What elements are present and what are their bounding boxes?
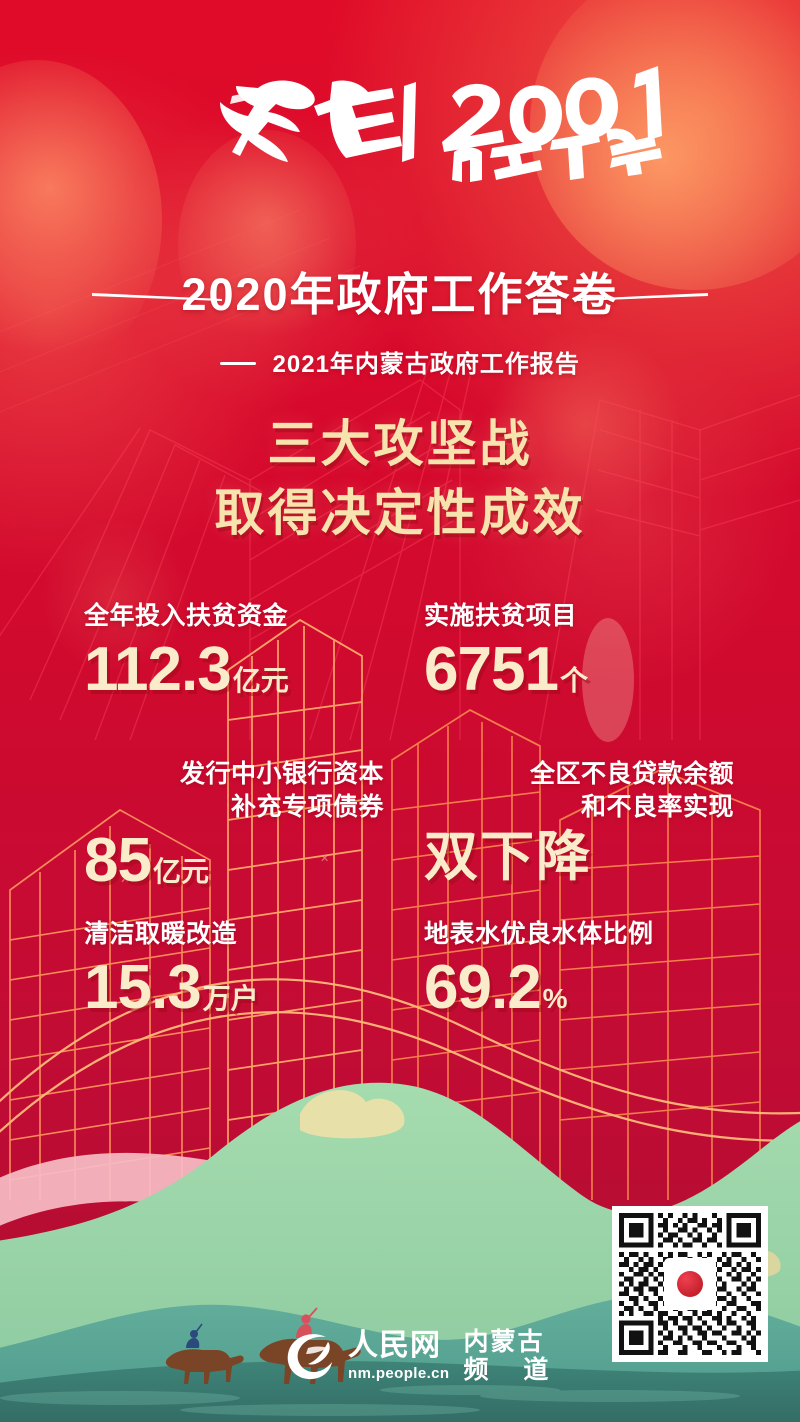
stat-item-heating: 清洁取暖改造 15.3万户: [84, 918, 384, 1019]
stat-unit: 个: [559, 665, 588, 696]
stat-label: 清洁取暖改造: [84, 920, 238, 948]
qr-code[interactable]: [612, 1206, 768, 1362]
hill-dark: [0, 1361, 800, 1422]
stat-number: 85: [84, 826, 152, 895]
stat-label: 全年投入扶贫资金: [84, 602, 289, 630]
brand-text-block: 人民网 nm.people.cn: [348, 1329, 450, 1382]
stat-unit: %: [542, 983, 568, 1014]
stat-value: 69.2%: [424, 957, 734, 1019]
title-block: 2020年政府工作答卷: [0, 272, 800, 317]
stat-number: 6751: [424, 635, 559, 704]
brush-calligraphy-logo: [220, 66, 662, 182]
channel-name-block: 内蒙古 频 道: [463, 1328, 562, 1384]
horse-rider-right: [259, 1307, 361, 1384]
stat-item-water-quality: 地表水优良水体比例 69.2%: [424, 918, 734, 1019]
horse-rider-left: [165, 1323, 244, 1384]
subtitle-dash-icon: [220, 362, 257, 366]
people-daily-logo-icon: [287, 1334, 332, 1380]
headline-line-2: 取得决定性成效: [214, 485, 586, 541]
headline-line-1: 三大攻坚战: [267, 416, 533, 472]
stat-number: 69.2: [424, 953, 542, 1022]
stat-value: 6751个: [424, 639, 734, 701]
stat-label: 实施扶贫项目: [424, 602, 578, 630]
page-title: 2020年政府工作答卷: [181, 269, 619, 320]
stat-item-projects: 实施扶贫项目 6751个: [424, 600, 734, 701]
cloud-icon: [300, 1090, 405, 1139]
statistics-grid: 全年投入扶贫资金 112.3亿元 实施扶贫项目 6751个 发行中小银行资本 补…: [0, 600, 800, 1058]
channel-line-1: 内蒙古: [463, 1328, 545, 1356]
headline-block: 三大攻坚战 取得决定性成效: [0, 410, 800, 548]
stat-number: 双下降: [424, 827, 592, 887]
brand-name: 人民网: [348, 1329, 441, 1362]
stat-value: 双下降: [424, 830, 734, 884]
stat-row: 全年投入扶贫资金 112.3亿元 实施扶贫项目 6751个: [0, 600, 800, 758]
stat-row: 清洁取暖改造 15.3万户 地表水优良水体比例 69.2%: [0, 918, 800, 1058]
stat-label: 全区不良贷款余额 和不良率实现: [529, 760, 734, 821]
page-subtitle: 2021年内蒙古政府工作报告: [272, 351, 580, 378]
stat-value: 85亿元: [84, 830, 384, 892]
stat-label: 地表水优良水体比例: [424, 920, 654, 948]
stat-item-bank-bonds: 发行中小银行资本 补充专项债券 85亿元: [84, 758, 384, 892]
stat-number: 112.3: [84, 635, 232, 704]
channel-line-2: 频 道: [463, 1356, 563, 1384]
stat-label: 发行中小银行资本 补充专项债券: [179, 760, 384, 821]
stat-unit: 亿元: [232, 665, 289, 696]
stat-row: 发行中小银行资本 补充专项债券 85亿元 全区不良贷款余额 和不良率实现 双下降: [0, 758, 800, 918]
flourish-left-icon: [92, 293, 222, 301]
stat-item-npl: 全区不良贷款余额 和不良率实现 双下降: [424, 758, 734, 884]
stat-value: 15.3万户: [84, 957, 384, 1019]
stat-value: 112.3亿元: [84, 639, 384, 701]
brand-url: nm.people.cn: [348, 1365, 450, 1382]
subtitle-block: 2021年内蒙古政府工作报告: [0, 344, 800, 379]
stat-number: 15.3: [84, 953, 202, 1022]
brand-footer: 人民网 nm.people.cn 内蒙古 频 道: [282, 1328, 562, 1384]
people-logo-dot-icon: [677, 1271, 703, 1297]
stat-item-funding: 全年投入扶贫资金 112.3亿元: [84, 600, 384, 701]
stat-unit: 亿元: [152, 856, 209, 887]
stat-unit: 万户: [202, 983, 259, 1014]
flourish-right-icon: [578, 293, 708, 301]
qr-center-logo: [664, 1258, 716, 1310]
grassland-illustration: [0, 1082, 800, 1422]
